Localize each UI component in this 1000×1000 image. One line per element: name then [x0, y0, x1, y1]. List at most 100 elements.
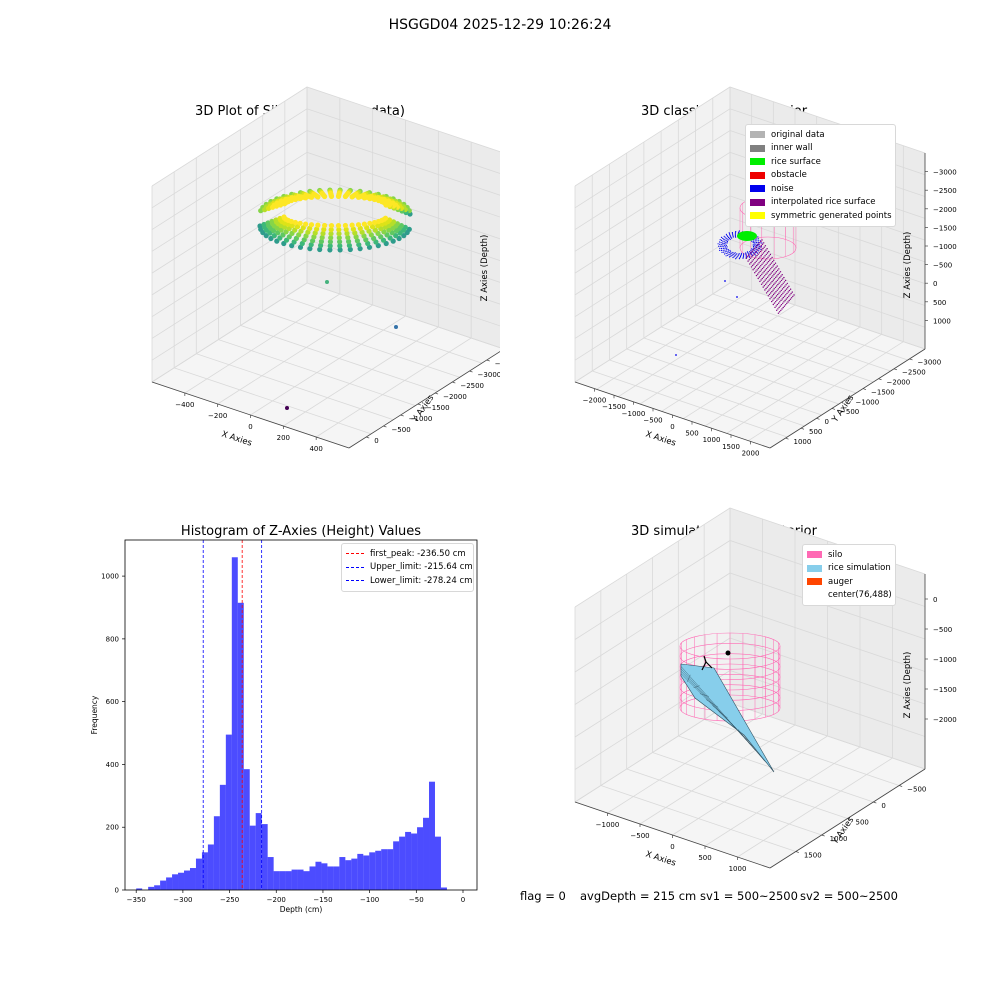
interpolated-point [763, 256, 765, 258]
noise-point [720, 249, 723, 251]
interpolated-point [765, 273, 767, 276]
interpolated-point [759, 260, 761, 263]
data-point [310, 238, 316, 244]
histogram-bar [184, 870, 190, 890]
interpolated-point [774, 282, 776, 284]
data-point [342, 222, 348, 229]
interpolated-point [785, 298, 787, 300]
noise-point [727, 239, 729, 241]
data-point [317, 246, 323, 253]
histogram-bar [423, 817, 430, 890]
data-point [312, 230, 318, 236]
interpolated-point [745, 257, 748, 259]
surface-mesh-line [687, 674, 691, 682]
x-tick-label: −150 [313, 896, 332, 904]
interpolated-point [778, 296, 780, 299]
interpolated-point [756, 244, 758, 247]
data-point [271, 233, 277, 239]
histogram-bar [189, 868, 196, 890]
interpolated-point [777, 273, 779, 276]
interpolated-point [764, 259, 767, 261]
histogram-bar [303, 871, 310, 890]
interpolated-point [761, 267, 764, 270]
data-point [344, 230, 350, 237]
legend-item: noise [750, 182, 891, 196]
tick-mark [795, 851, 799, 853]
cls-z-label: Z Axies (Depth) [903, 232, 913, 299]
interpolated-point [752, 254, 754, 257]
tick-label: 1000 [830, 835, 848, 843]
histogram-bar [219, 784, 226, 890]
tick-label: −2500 [933, 187, 957, 195]
interpolated-point [765, 287, 767, 290]
noise-point [752, 245, 755, 248]
interpolated-point [773, 263, 775, 266]
interpolated-point [778, 286, 781, 289]
noise-point [719, 239, 721, 241]
data-point [277, 215, 283, 222]
noise-point [724, 253, 726, 255]
noise-point [722, 242, 724, 244]
tick-label: −2000 [583, 397, 607, 405]
interpolated-point [780, 309, 782, 312]
interpolated-point [764, 279, 766, 281]
noise-point [736, 256, 738, 258]
data-point [308, 242, 314, 248]
histogram-bar [333, 866, 340, 890]
y-tick-label: 600 [106, 698, 119, 706]
histogram-bar [357, 853, 364, 890]
histogram-bar [225, 734, 232, 890]
interpolated-point [751, 260, 753, 262]
noise-point [720, 236, 723, 238]
legend-swatch [807, 564, 822, 572]
noise-point [756, 238, 758, 240]
noise-point [725, 255, 727, 257]
interpolated-point [777, 283, 779, 286]
interpolated-point [764, 275, 766, 277]
histogram-bar [387, 849, 394, 890]
interpolated-point [761, 263, 763, 265]
interpolated-point [787, 287, 789, 289]
x-tick-label: −300 [173, 896, 192, 904]
interpolated-point [765, 268, 768, 270]
tick-label: 0 [248, 423, 252, 431]
interpolated-point [759, 246, 761, 248]
interpolated-point [785, 288, 788, 290]
interpolated-point [766, 272, 768, 274]
tick-label: −500 [840, 408, 859, 416]
noise-point [742, 257, 744, 259]
interpolated-point [786, 297, 789, 299]
data-point [315, 222, 321, 228]
raw-z-label: Z Axies (Depth) [480, 235, 490, 302]
interpolated-point [757, 273, 759, 275]
histogram-bar [279, 871, 286, 890]
data-point [328, 193, 335, 199]
noise-point [725, 252, 727, 255]
interpolated-point [771, 285, 774, 287]
interpolated-point [750, 251, 752, 254]
noise-point [729, 238, 731, 240]
data-point [372, 219, 378, 226]
histogram-bar [440, 887, 447, 890]
legend-item: Upper_limit: -215.64 cm [346, 561, 473, 575]
interpolated-point [772, 289, 774, 291]
depth-histogram: −350 −300 −250 −200 −150 −100 −50 0 0 200 400 600 80… [90, 539, 478, 914]
tick-mark [366, 436, 370, 439]
legend-item: symmetric generated points [750, 209, 892, 223]
interpolated-point [783, 305, 786, 307]
data-point [303, 221, 309, 227]
legend-swatch [807, 592, 822, 599]
figure-suptitle: HSGGD04 2025-12-29 10:26:24 [388, 17, 612, 33]
interpolated-point [777, 302, 780, 304]
legend-item: auger [807, 575, 891, 589]
interpolated-point [758, 276, 761, 278]
noise-point [728, 254, 730, 256]
data-point [337, 243, 343, 249]
legend-item: first_peak: -236.50 cm [346, 547, 469, 561]
data-point [357, 246, 363, 252]
histogram-bar [213, 816, 220, 890]
data-point [361, 221, 367, 227]
noise-point [731, 254, 733, 256]
grid-line [151, 239, 500, 339]
interpolated-point [771, 266, 773, 269]
